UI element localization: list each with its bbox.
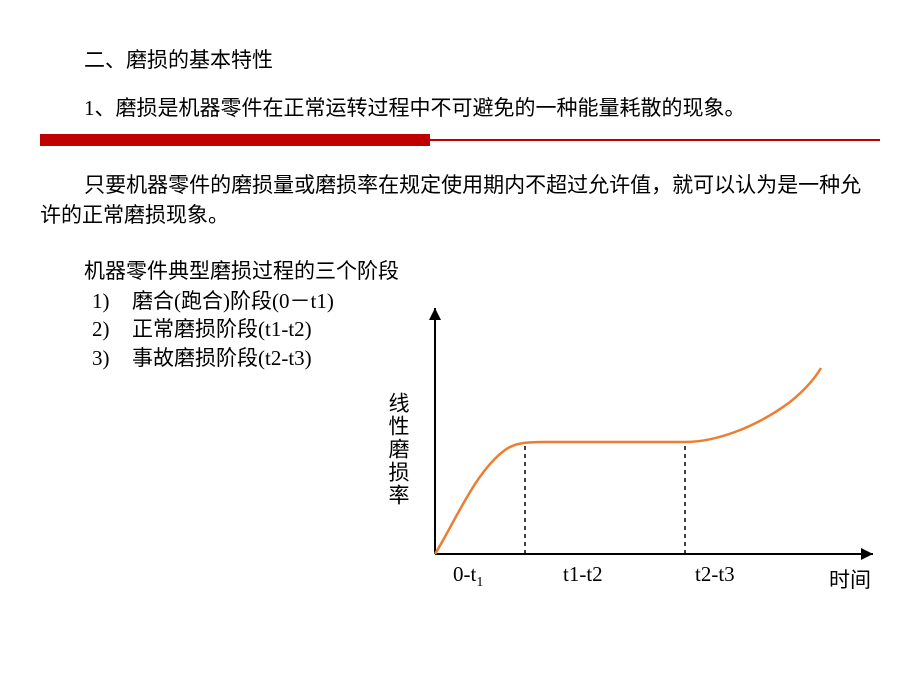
x-tick-label-1: t1-t2	[563, 562, 603, 587]
x-tick-0-sub: 1	[476, 575, 483, 590]
x-tick-0-main: 0-t	[453, 562, 476, 586]
x-axis-arrow	[861, 548, 873, 560]
section-heading: 二、磨损的基本特性	[84, 44, 880, 74]
point-1: 1、磨损是机器零件在正常运转过程中不可避免的一种能量耗散的现象。	[84, 92, 880, 122]
x-tick-label-0: 0-t1	[453, 562, 483, 591]
divider	[40, 134, 880, 146]
x-axis-label: 时间	[829, 564, 871, 594]
divider-thick	[40, 134, 430, 146]
chart-svg	[395, 302, 895, 602]
stage-text: 正常磨损阶段(t1-t2)	[132, 317, 312, 341]
stage-text: 事故磨损阶段(t2-t3)	[132, 346, 312, 370]
divider-thin	[430, 139, 880, 141]
y-axis-arrow	[429, 308, 441, 320]
stage-num: 3)	[92, 344, 132, 372]
stages-title: 机器零件典型磨损过程的三个阶段	[84, 255, 880, 285]
x-tick-label-2: t2-t3	[695, 562, 735, 587]
stage-num: 1)	[92, 287, 132, 315]
stage-text: 磨合(跑合)阶段(0－t1)	[132, 289, 334, 313]
wear-rate-chart: 线性磨损率 0-t1 t1-t2 t2-t3 时间	[395, 302, 895, 642]
main-paragraph-text: 只要机器零件的磨损量或磨损率在规定使用期内不超过允许值，就可以认为是一种允许的正…	[40, 173, 861, 227]
stage-num: 2)	[92, 315, 132, 343]
main-paragraph: 只要机器零件的磨损量或磨损率在规定使用期内不超过允许值，就可以认为是一种允许的正…	[40, 170, 880, 231]
wear-curve	[435, 368, 821, 554]
